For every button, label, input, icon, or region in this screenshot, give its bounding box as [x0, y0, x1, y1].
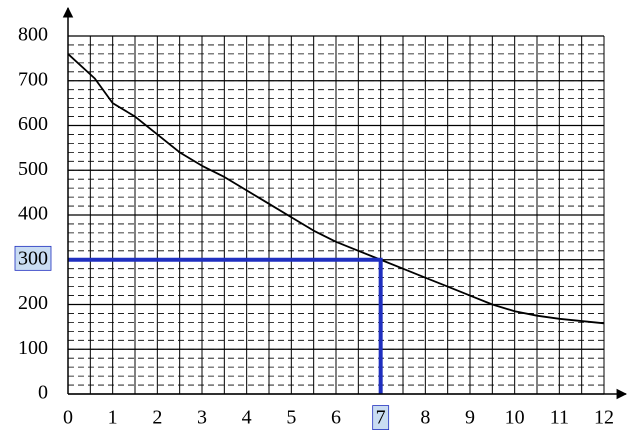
tick-label: 600 — [18, 113, 48, 135]
tick-label: 200 — [18, 292, 48, 314]
tick-label: 100 — [18, 337, 48, 359]
tick-label: 300 — [18, 247, 48, 269]
tick-label: 0 — [63, 407, 73, 429]
tick-label: 10 — [505, 407, 525, 429]
tick-label: 4 — [242, 407, 252, 429]
tick-label: 800 — [18, 24, 48, 46]
tick-label: 6 — [331, 407, 341, 429]
tick-label: 0 — [38, 382, 48, 404]
tick-label: 5 — [286, 407, 296, 429]
tick-label: 400 — [18, 203, 48, 225]
tick-highlight — [14, 245, 52, 271]
tick-label: 9 — [465, 407, 475, 429]
tick-label: 3 — [197, 407, 207, 429]
tick-label: 1 — [108, 407, 118, 429]
tick-label: 11 — [550, 407, 569, 429]
highlight-line — [68, 257, 383, 394]
tick-label: 2 — [152, 407, 162, 429]
tick-label: 700 — [18, 68, 48, 90]
tick-label: 7 — [376, 407, 386, 429]
marks — [67, 53, 605, 394]
tick-label: 500 — [18, 158, 48, 180]
grid — [67, 35, 605, 395]
line — [67, 53, 605, 325]
tick-label: 12 — [594, 407, 614, 429]
tick-highlight — [372, 405, 390, 430]
tick-label: 8 — [420, 407, 430, 429]
